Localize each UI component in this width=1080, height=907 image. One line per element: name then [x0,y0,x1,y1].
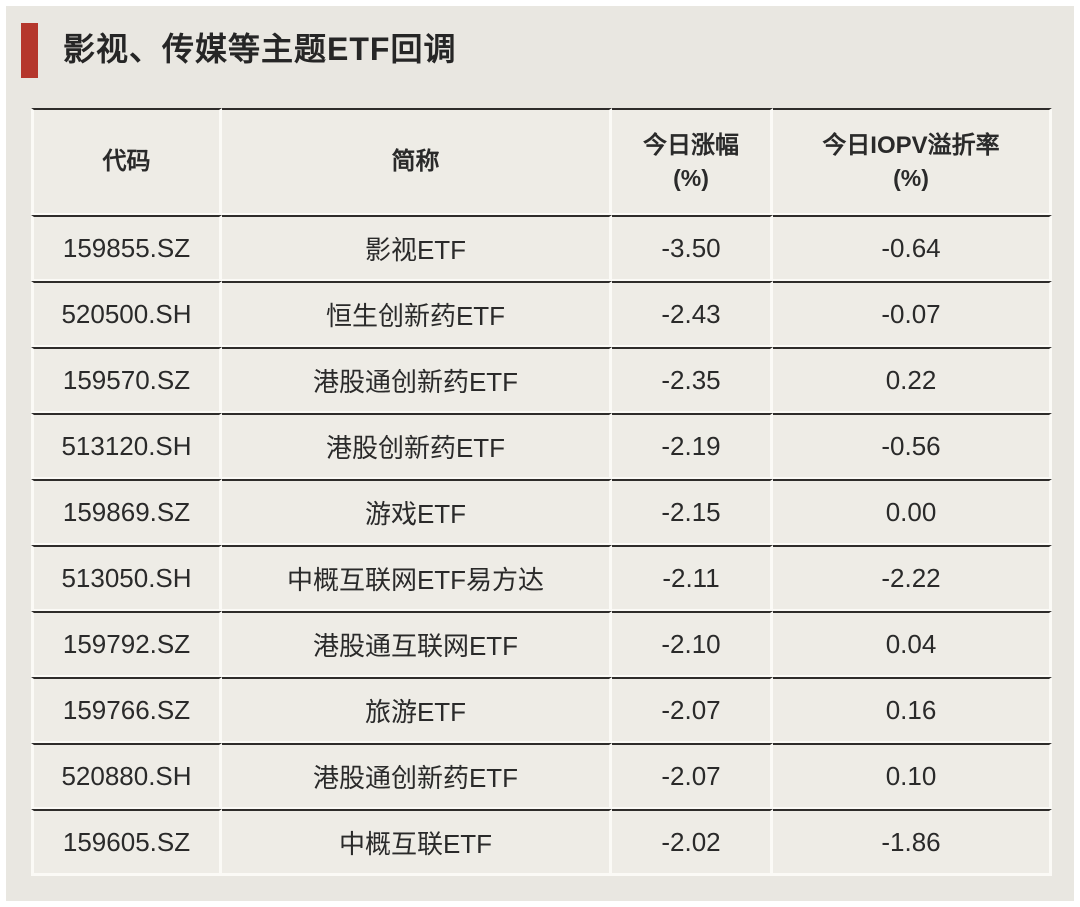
table-row: 513050.SH 中概互联网ETF易方达 -2.11 -2.22 [31,545,1052,611]
table-row: 159766.SZ 旅游ETF -2.07 0.16 [31,677,1052,743]
col-header-change-label: 今日涨幅 [643,131,739,159]
cell-name: 旅游ETF [222,677,612,743]
cell-code: 159855.SZ [31,215,222,281]
cell-code: 159766.SZ [31,677,222,743]
col-header-iopv: 今日IOPV溢折率 (%) [773,108,1052,215]
cell-name: 港股通创新药ETF [222,743,612,809]
cell-change: -2.11 [612,545,773,611]
col-header-change: 今日涨幅 (%) [612,108,773,215]
cell-code: 159792.SZ [31,611,222,677]
cell-code: 513050.SH [31,545,222,611]
cell-code: 159605.SZ [31,809,222,876]
cell-name: 游戏ETF [222,479,612,545]
col-header-change-unit: (%) [673,165,709,192]
col-header-iopv-unit: (%) [893,165,929,192]
cell-name: 港股通创新药ETF [222,347,612,413]
article-section-header: 影视、传媒等主题ETF回调 [21,23,456,78]
cell-iopv: 0.04 [773,611,1052,677]
table-row: 159855.SZ 影视ETF -3.50 -0.64 [31,215,1052,281]
col-header-code: 代码 [31,108,222,215]
cell-change: -2.43 [612,281,773,347]
table-header-row: 代码 简称 今日涨幅 (%) 今日IOPV溢折率 (%) [31,108,1052,215]
table-row: 520880.SH 港股通创新药ETF -2.07 0.10 [31,743,1052,809]
col-header-code-label: 代码 [102,147,151,175]
cell-code: 159869.SZ [31,479,222,545]
table-row: 159792.SZ 港股通互联网ETF -2.10 0.04 [31,611,1052,677]
cell-name: 中概互联ETF [222,809,612,876]
table-row: 159605.SZ 中概互联ETF -2.02 -1.86 [31,809,1052,876]
cell-name: 影视ETF [222,215,612,281]
title-accent-bar [21,23,38,78]
cell-iopv: -0.64 [773,215,1052,281]
cell-iopv: 0.00 [773,479,1052,545]
cell-change: -3.50 [612,215,773,281]
col-header-name-label: 简称 [391,147,440,175]
cell-iopv: -0.07 [773,281,1052,347]
cell-iopv: -2.22 [773,545,1052,611]
cell-code: 513120.SH [31,413,222,479]
table-row: 159869.SZ 游戏ETF -2.15 0.00 [31,479,1052,545]
cell-change: -2.02 [612,809,773,876]
table-row: 159570.SZ 港股通创新药ETF -2.35 0.22 [31,347,1052,413]
cell-code: 159570.SZ [31,347,222,413]
cell-change: -2.10 [612,611,773,677]
page-title: 影视、传媒等主题ETF回调 [63,30,457,67]
table-row: 513120.SH 港股创新药ETF -2.19 -0.56 [31,413,1052,479]
cell-iopv: 0.16 [773,677,1052,743]
cell-name: 恒生创新药ETF [222,281,612,347]
cell-change: -2.15 [612,479,773,545]
cell-change: -2.35 [612,347,773,413]
cell-iopv: -1.86 [773,809,1052,876]
cell-change: -2.07 [612,677,773,743]
cell-code: 520500.SH [31,281,222,347]
cell-iopv: -0.56 [773,413,1052,479]
content-panel: 影视、传媒等主题ETF回调 代码 简称 今日涨幅 (%) 今日IOPV溢折率 (… [6,6,1074,901]
cell-name: 中概互联网ETF易方达 [222,545,612,611]
col-header-name: 简称 [222,108,612,215]
cell-name: 港股通互联网ETF [222,611,612,677]
col-header-iopv-label: 今日IOPV溢折率 [822,131,1000,159]
cell-name: 港股创新药ETF [222,413,612,479]
table-row: 520500.SH 恒生创新药ETF -2.43 -0.07 [31,281,1052,347]
cell-iopv: 0.10 [773,743,1052,809]
etf-table: 代码 简称 今日涨幅 (%) 今日IOPV溢折率 (%) 159855.SZ 影… [31,108,1052,876]
cell-change: -2.19 [612,413,773,479]
cell-code: 520880.SH [31,743,222,809]
cell-iopv: 0.22 [773,347,1052,413]
cell-change: -2.07 [612,743,773,809]
